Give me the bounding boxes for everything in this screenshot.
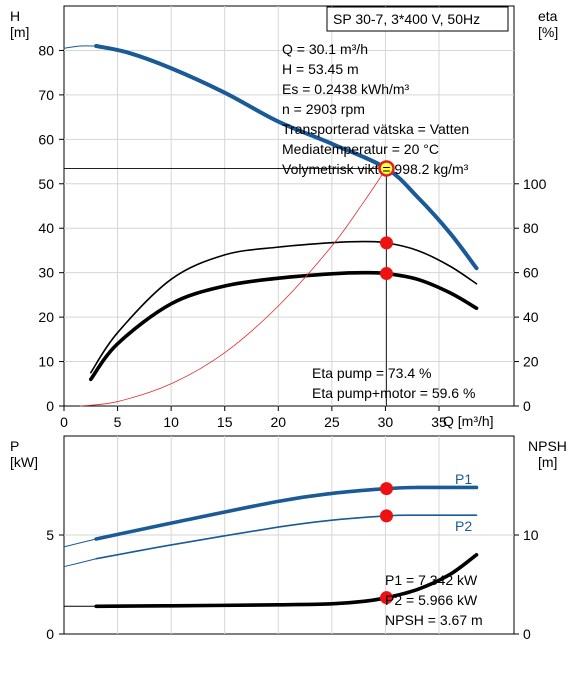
info-flow: Q = 30.1 m³/h bbox=[282, 41, 368, 57]
npsh-marker bbox=[380, 591, 393, 605]
bottom-y-left-label-line1: P bbox=[10, 438, 19, 454]
top-x-tick-label: 35 bbox=[431, 414, 447, 430]
bottom-y-left-label-line2: [kW] bbox=[10, 454, 38, 470]
top-x-tick-label: 15 bbox=[217, 414, 233, 430]
top-y-left-tick-label: 60 bbox=[38, 131, 54, 147]
top-y-right-tick-label: 60 bbox=[523, 265, 539, 281]
bottom-y-right-tick-label: 10 bbox=[523, 527, 539, 543]
top-y-right-label-line1: eta bbox=[538, 8, 558, 24]
top-y-left-tick-label: 40 bbox=[38, 220, 54, 236]
top-x-tick-label: 0 bbox=[60, 414, 68, 430]
eta-pump-motor-curve bbox=[88, 270, 479, 382]
info-specific-energy: Es = 0.2438 kWh/m³ bbox=[282, 81, 410, 97]
bottom-y-right-tick-label: 0 bbox=[523, 626, 531, 642]
info-eta-pump-motor: Eta pump+motor = 59.6 % bbox=[312, 385, 475, 401]
bottom-y-right-label-line2: [m] bbox=[538, 454, 557, 470]
info-liquid: Transporterad vätska = Vatten bbox=[282, 121, 469, 137]
p1-series-label: P1 bbox=[455, 471, 472, 487]
top-x-tick-label: 25 bbox=[324, 414, 340, 430]
info-speed: n = 2903 rpm bbox=[282, 101, 365, 117]
p1-marker bbox=[380, 482, 393, 496]
top-x-tick-label: 20 bbox=[270, 414, 286, 430]
bottom-y-right-label-line1: NPSH bbox=[528, 438, 567, 454]
top-x-tick-label: 10 bbox=[163, 414, 179, 430]
top-y-right-label-line2: [%] bbox=[538, 24, 558, 40]
energy-curve bbox=[79, 167, 387, 407]
top-y-right-tick-label: 20 bbox=[523, 354, 539, 370]
top-y-left-tick-label: 30 bbox=[38, 265, 54, 281]
bottom-grid bbox=[64, 436, 514, 634]
info-eta-pump: Eta pump = 73.4 % bbox=[312, 365, 431, 381]
top-y-right-tick-label: 0 bbox=[523, 398, 531, 414]
top-y-left-tick-label: 20 bbox=[38, 309, 54, 325]
top-y-left-label-line1: H bbox=[10, 8, 20, 24]
operating-point-marker bbox=[378, 160, 395, 177]
p2-series-label: P2 bbox=[455, 518, 472, 534]
top-x-tick-label: 30 bbox=[378, 414, 394, 430]
qh-curve-extension bbox=[63, 45, 97, 49]
info-head: H = 53.45 m bbox=[282, 61, 359, 77]
info-p2: P2 = 5.966 kW bbox=[385, 592, 478, 608]
bottom-ticks: 0 5 0 10 bbox=[46, 527, 539, 642]
top-info-block: Q = 30.1 m³/h H = 53.45 m Es = 0.2438 kW… bbox=[282, 41, 469, 177]
p1-curve-extension bbox=[63, 538, 97, 548]
top-y-left-tick-label: 10 bbox=[38, 354, 54, 370]
p1-curve bbox=[94, 485, 479, 541]
p2-curve bbox=[95, 514, 478, 560]
top-curves bbox=[63, 44, 479, 407]
eta-pump-marker bbox=[380, 236, 393, 250]
bottom-info-block: P1 = 7.342 kW P2 = 5.966 kW NPSH = 3.67 … bbox=[385, 572, 483, 628]
eta-info-block: Eta pump = 73.4 % Eta pump+motor = 59.6 … bbox=[312, 365, 475, 401]
p2-marker bbox=[380, 509, 393, 523]
top-y-left-tick-label: 70 bbox=[38, 87, 54, 103]
p2-curve-extension bbox=[63, 558, 97, 568]
top-grid bbox=[64, 6, 514, 406]
top-y-left-tick-label: 80 bbox=[38, 42, 54, 58]
top-x-tick-label: 5 bbox=[114, 414, 122, 430]
top-y-right-tick-label: 40 bbox=[523, 309, 539, 325]
chart-title-box bbox=[326, 6, 509, 32]
info-density: Volymetrisk vikt = 998.2 kg/m³ bbox=[282, 161, 469, 177]
bottom-y-left-tick-label: 5 bbox=[46, 527, 54, 543]
eta-pump-curve bbox=[89, 240, 478, 374]
top-panel: 0 5 10 15 20 25 30 35 0 10 20 30 40 50 60 70 80 0 20 40 60 80… bbox=[10, 5, 558, 430]
top-y-left-label-line2: [m] bbox=[10, 24, 29, 40]
chart-title: SP 30-7, 3*400 V, 50Hz bbox=[333, 11, 480, 27]
top-y-left-tick-label: 0 bbox=[46, 398, 54, 414]
eta-pump-motor-marker bbox=[380, 267, 393, 281]
top-ticks: 0 5 10 15 20 25 30 35 0 10 20 30 40 50 60 70 80 0 20 40 60 80… bbox=[38, 42, 546, 430]
qh-curve bbox=[94, 44, 479, 271]
top-x-axis-label: Q [m³/h] bbox=[443, 413, 494, 429]
bottom-curves bbox=[63, 482, 479, 609]
top-y-right-tick-label: 80 bbox=[523, 220, 539, 236]
top-y-right-tick-label: 100 bbox=[523, 176, 547, 192]
bottom-panel: 0 5 0 10 P [kW] NPSH [m] P1 P2 P1 = 7.342 k… bbox=[10, 435, 567, 642]
bottom-y-left-tick-label: 0 bbox=[46, 626, 54, 642]
top-y-left-tick-label: 50 bbox=[38, 176, 54, 192]
info-p1: P1 = 7.342 kW bbox=[385, 572, 478, 588]
info-temperature: Mediatemperatur = 20 °C bbox=[282, 141, 439, 157]
npsh-curve bbox=[94, 553, 479, 609]
info-npsh: NPSH = 3.67 m bbox=[385, 612, 483, 628]
